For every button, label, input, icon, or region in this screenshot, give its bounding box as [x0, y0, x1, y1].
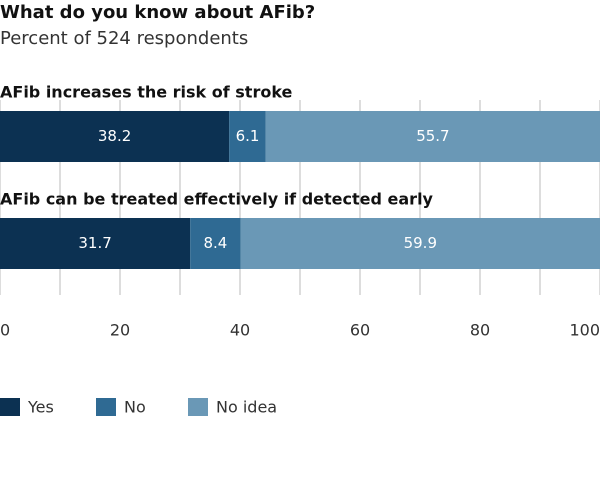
legend-swatch	[0, 398, 20, 416]
legend-label: No	[124, 398, 146, 417]
x-tick-label: 20	[110, 321, 130, 340]
category-label: AFib can be treated effectively if detec…	[0, 190, 434, 209]
legend-label: Yes	[27, 398, 54, 417]
value-label: 38.2	[98, 127, 131, 145]
chart-title: What do you know about AFib?	[0, 2, 315, 23]
legend-swatch	[188, 398, 208, 416]
x-tick-label: 0	[0, 321, 10, 340]
value-label: 55.7	[416, 127, 449, 145]
value-label: 59.9	[404, 234, 437, 252]
bar-segment	[229, 111, 266, 162]
bar-segment	[0, 111, 230, 162]
value-label: 8.4	[203, 234, 227, 252]
bar-segment	[190, 218, 241, 269]
x-tick-label: 100	[569, 321, 600, 340]
x-tick-label: 40	[230, 321, 250, 340]
x-tick-label: 60	[350, 321, 370, 340]
bar-segment	[240, 218, 600, 269]
bar-segment	[265, 111, 600, 162]
x-tick-label: 80	[470, 321, 490, 340]
category-label: AFib increases the risk of stroke	[0, 83, 293, 102]
bar-segment	[0, 218, 191, 269]
value-label: 6.1	[236, 127, 260, 145]
chart-subtitle: Percent of 524 respondents	[0, 28, 248, 49]
legend-label: No idea	[216, 398, 277, 417]
value-label: 31.7	[78, 234, 111, 252]
legend-swatch	[96, 398, 116, 416]
